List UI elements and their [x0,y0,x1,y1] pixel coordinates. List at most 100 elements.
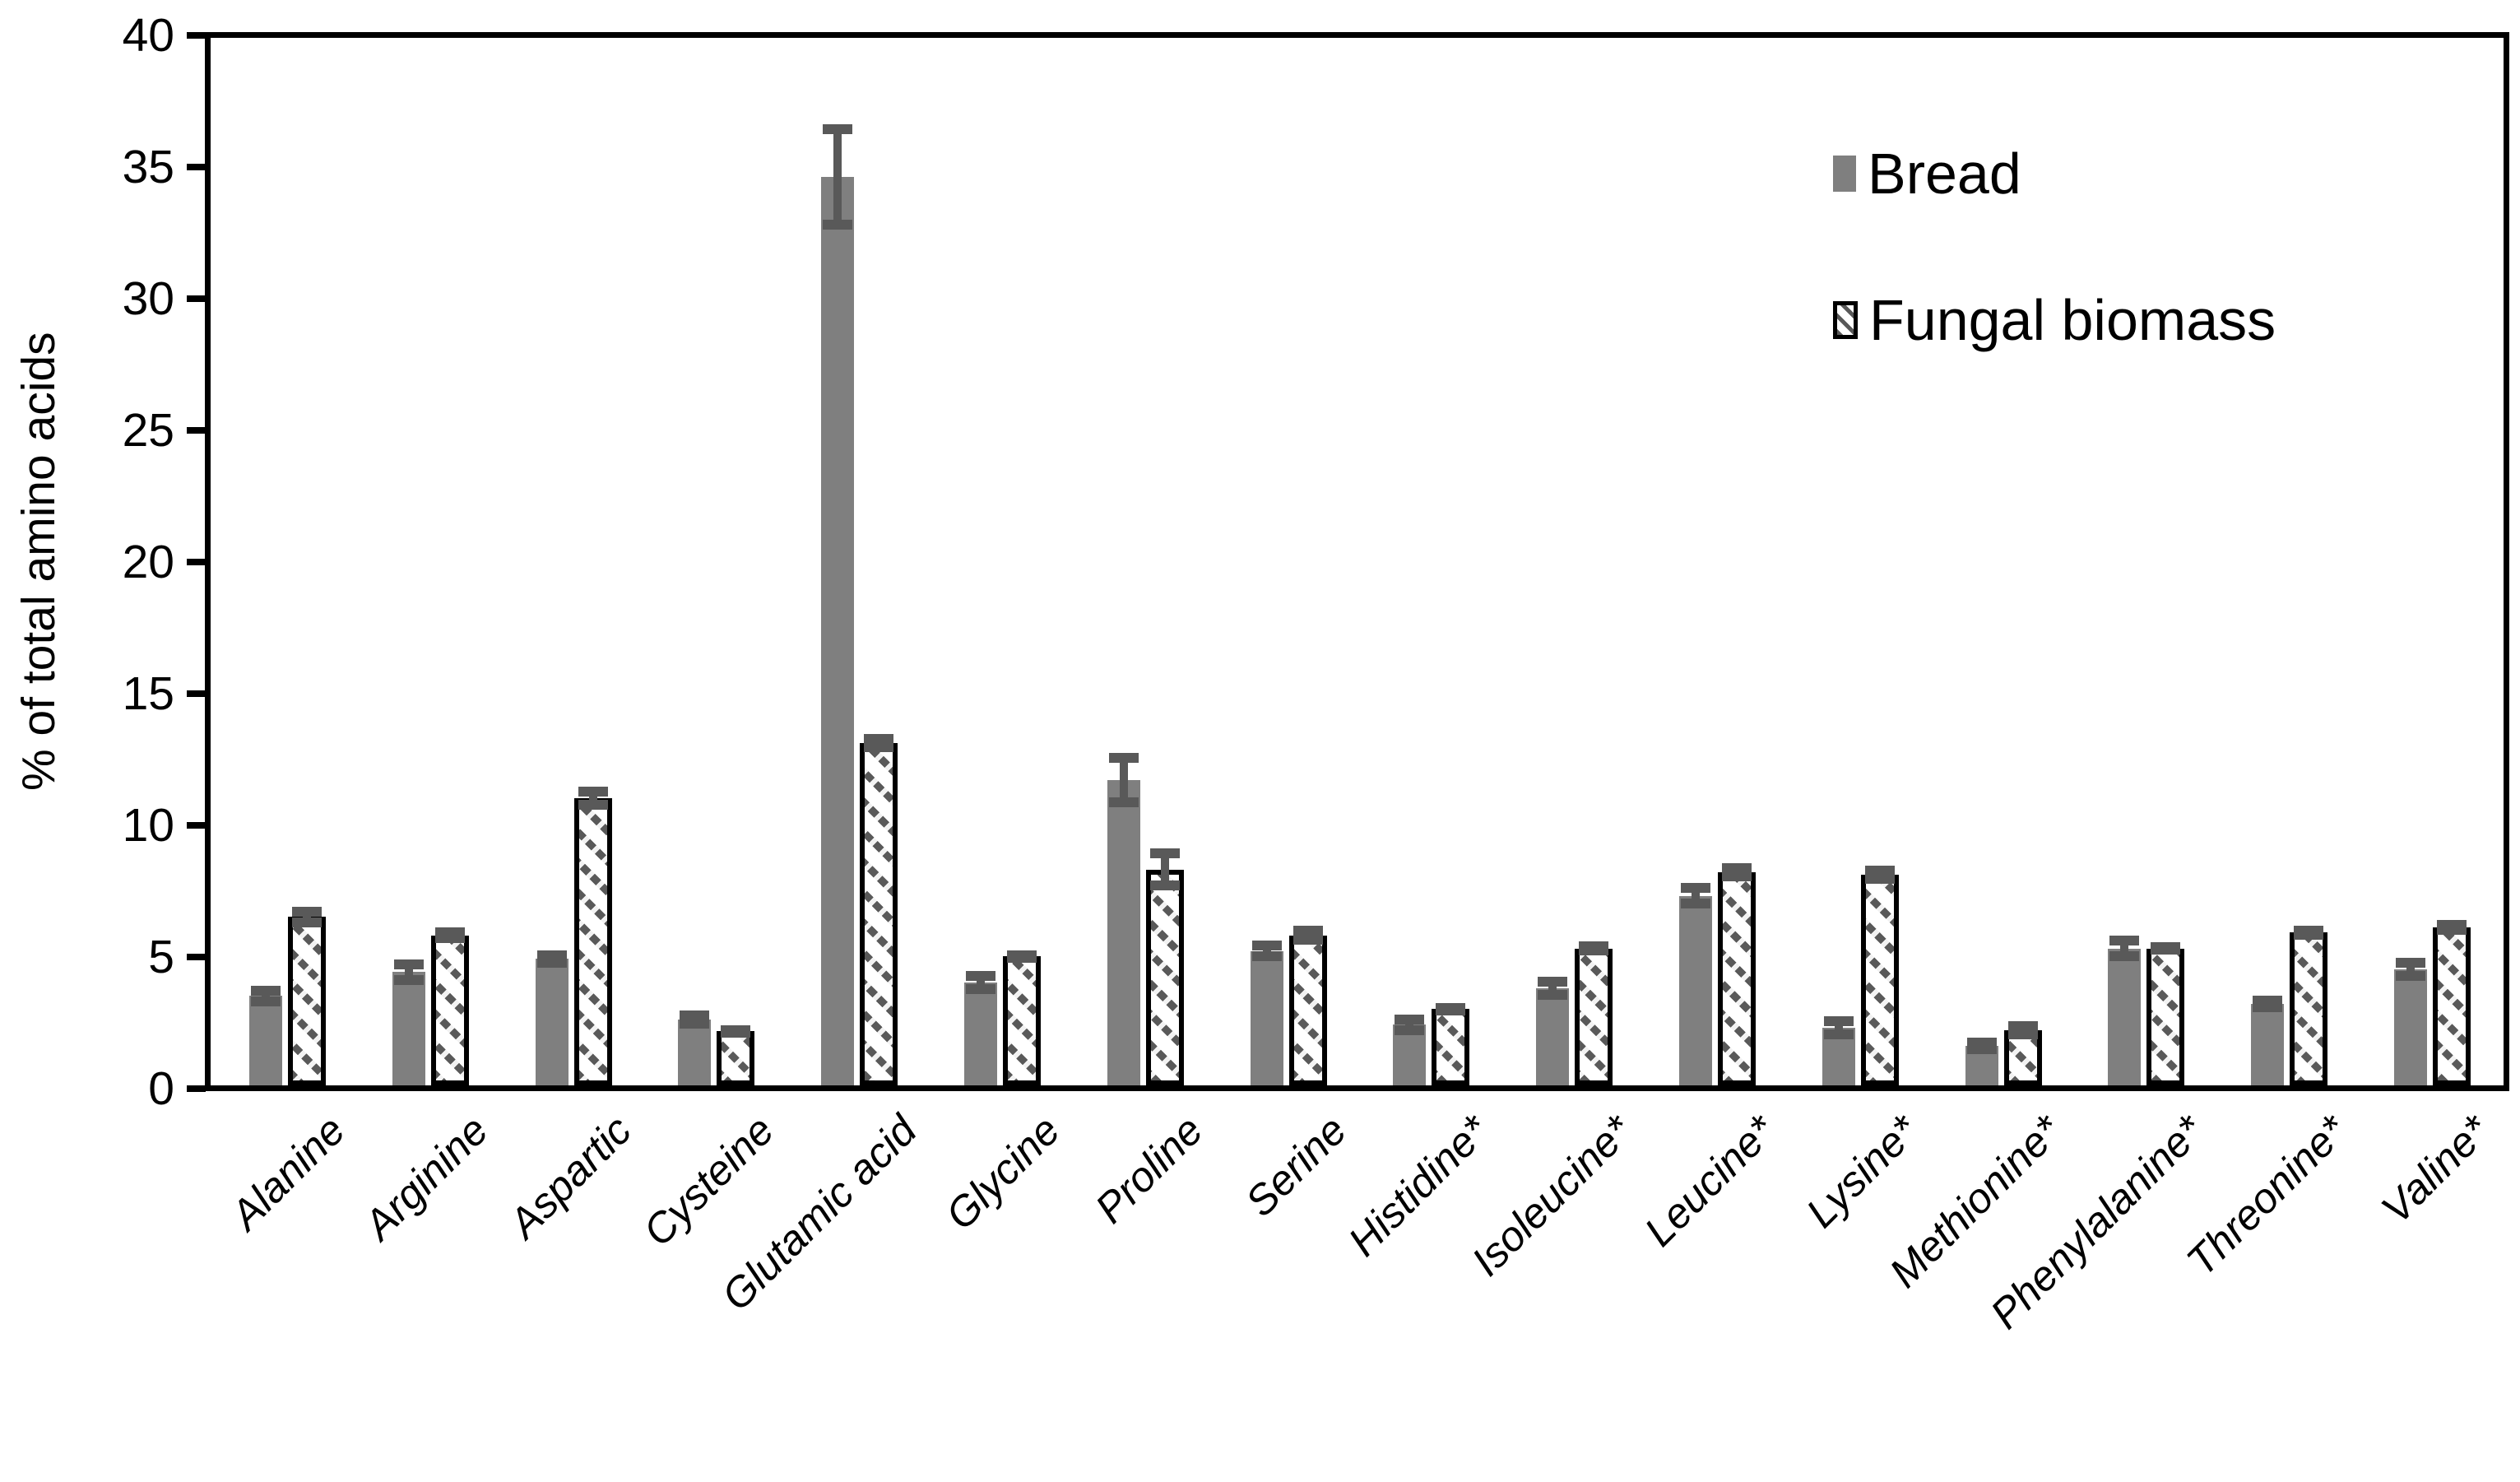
error-bar-fungal-biomass-lysine-cap-top [1865,866,1895,876]
y-axis-tick-label-40: 40 [122,8,174,62]
bar-bread-aspartic [536,959,569,1085]
error-bar-fungal-biomass-aspartic-whisker [589,792,597,806]
error-bar-bread-glutamic-acid-cap-top [823,124,852,135]
error-bar-bread-valine-cap-top [2396,958,2425,969]
legend-entry-bread: Bread [1833,138,2276,209]
bar-fungal-biomass-isoleucine [1575,949,1613,1085]
bread-series-swatch-icon [1833,156,1856,192]
error-bar-bread-phenylalanine-cap-bottom [2109,951,2139,962]
error-bar-fungal-biomass-methionine-cap-bottom [2008,1029,2038,1039]
y-axis-tick-label-5: 5 [148,930,174,983]
error-bar-fungal-biomass-lysine-cap-bottom [1865,873,1895,884]
bar-fungal-biomass-histidine [1432,1009,1469,1085]
bar-fungal-biomass-serine [1289,936,1327,1085]
error-bar-fungal-biomass-glycine-cap-bottom [1007,952,1037,963]
bar-fungal-biomass-proline [1146,870,1184,1085]
error-bar-fungal-biomass-alanine-whisker [303,911,311,922]
error-bar-bread-phenylalanine-cap-top [2109,936,2139,945]
error-bar-bread-serine-cap-bottom [1252,951,1282,962]
bar-fungal-biomass-aspartic [574,798,612,1085]
bar-fungal-biomass-glycine [1003,956,1041,1085]
y-axis-tick-25 [187,426,206,434]
error-bar-fungal-biomass-histidine-cap-bottom [1436,1005,1465,1015]
bar-fungal-biomass-threonine [2290,932,2327,1085]
error-bar-bread-histidine-whisker [1405,1020,1413,1030]
y-axis-tick-label-20: 20 [122,535,174,588]
error-bar-bread-arginine-cap-bottom [394,975,424,985]
error-bar-fungal-biomass-alanine-cap-bottom [292,917,322,927]
error-bar-fungal-biomass-valine-cap-bottom [2437,924,2467,935]
legend-entry-fungal-biomass: Fungal biomass [1833,285,2276,355]
x-category-label-text-serine: Serine [1236,1106,1355,1226]
y-axis-tick-label-30: 30 [122,272,174,325]
error-bar-bread-leucine-cap-top [1681,883,1710,893]
x-category-label-text-lysine: Lysine* [1796,1106,1927,1237]
error-bar-bread-glycine-whisker [977,976,985,990]
x-category-label-text-alanine: Alanine [221,1106,354,1239]
error-bar-bread-isoleucine-whisker [1548,981,1557,995]
error-bar-fungal-biomass-threonine-cap-bottom [2294,929,2323,940]
error-bar-bread-glutamic-acid-whisker [833,129,842,225]
legend-label-bread: Bread [1868,142,2021,206]
error-bar-fungal-biomass-leucine-cap-top [1722,863,1752,873]
y-axis-tick-label-0: 0 [148,1062,174,1115]
error-bar-fungal-biomass-alanine-cap-top [292,906,322,917]
error-bar-fungal-biomass-cysteine-cap-bottom [721,1028,750,1038]
error-bar-fungal-biomass-serine-cap-top [1293,926,1323,936]
x-category-label-text-leucine: Leucine* [1635,1106,1784,1256]
bar-bread-alanine [249,996,282,1085]
error-bar-bread-serine-cap-top [1252,941,1282,951]
error-bar-fungal-biomass-glutamic-acid-cap-top [864,734,893,745]
x-category-label-text-valine: Valine* [2372,1106,2499,1233]
error-bar-bread-alanine-cap-top [251,985,281,996]
bar-fungal-biomass-valine [2433,927,2471,1085]
bar-bread-isoleucine [1536,988,1569,1085]
bar-bread-threonine [2251,1004,2284,1085]
bar-fungal-biomass-glutamic-acid [860,743,898,1085]
error-bar-fungal-biomass-serine-cap-bottom [1293,934,1323,945]
error-bar-bread-arginine-whisker [405,964,413,980]
bar-fungal-biomass-lysine [1861,875,1899,1085]
bar-bread-valine [2394,969,2427,1085]
error-bar-bread-proline-whisker [1120,757,1128,802]
legend: Bread Fungal biomass [1833,138,2276,355]
bar-bread-proline [1107,780,1140,1085]
y-axis-tick-15 [187,690,206,697]
error-bar-fungal-biomass-phenylalanine-cap-bottom [2151,945,2180,955]
error-bar-bread-serine-whisker [1263,945,1271,957]
error-bar-bread-leucine-cap-bottom [1681,899,1710,909]
y-axis-tick-40 [187,31,206,39]
fungal-biomass-series-swatch-icon [1833,301,1858,339]
error-bar-bread-aspartic-cap-bottom [537,958,567,969]
bar-fungal-biomass-phenylalanine [2146,949,2184,1085]
y-axis-tick-30 [187,295,206,302]
error-bar-bread-proline-cap-top [1109,752,1139,763]
error-bar-bread-lysine-whisker [1835,1020,1843,1034]
y-axis-tick-label-15: 15 [122,667,174,720]
bar-bread-phenylalanine [2108,949,2141,1085]
error-bar-fungal-biomass-aspartic-cap-top [578,787,608,797]
error-bar-fungal-biomass-proline-whisker [1161,853,1169,885]
x-category-label-text-glycine: Glycine [936,1106,1069,1239]
error-bar-fungal-biomass-proline-cap-bottom [1150,880,1180,890]
y-axis-tick-0 [187,1085,206,1092]
x-category-label-text-arginine: Arginine [355,1106,497,1249]
bar-fungal-biomass-alanine [288,917,326,1085]
y-axis-tick-label-35: 35 [122,140,174,193]
error-bar-bread-alanine-whisker [262,990,270,1001]
legend-label-fungal-biomass: Fungal biomass [1869,288,2276,352]
bar-bread-arginine [392,972,425,1085]
bar-fungal-biomass-leucine [1718,872,1756,1085]
error-bar-bread-histidine-cap-bottom [1395,1024,1424,1035]
error-bar-fungal-biomass-aspartic-cap-bottom [578,800,608,811]
y-axis-tick-label-10: 10 [122,798,174,852]
x-category-label-text-aspartic: Aspartic [499,1106,640,1247]
x-category-label-text-proline: Proline [1086,1106,1212,1233]
bar-bread-serine [1251,951,1283,1085]
y-axis-tick-10 [187,821,206,829]
error-bar-fungal-biomass-isoleucine-cap-bottom [1579,945,1608,956]
x-category-label-text-cysteine: Cysteine [633,1106,782,1256]
bar-fungal-biomass-cysteine [717,1031,754,1085]
bar-bread-leucine [1679,896,1712,1085]
bar-fungal-biomass-arginine [431,936,469,1085]
